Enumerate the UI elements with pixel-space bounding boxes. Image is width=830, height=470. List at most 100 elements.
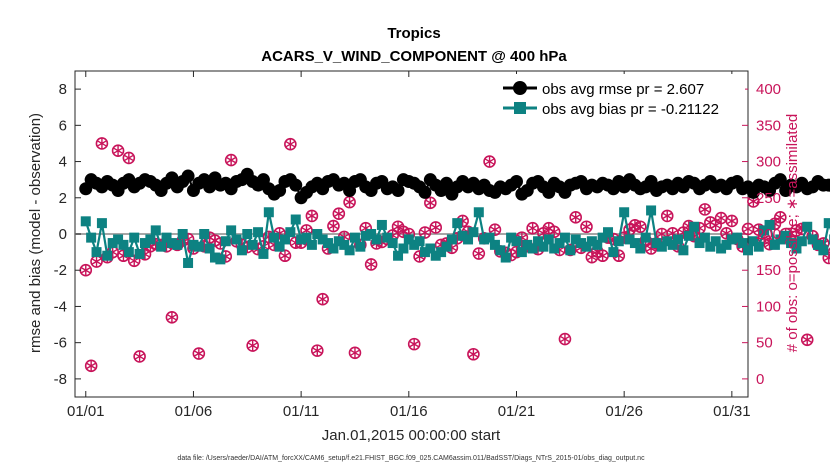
- bias-point: [409, 239, 420, 250]
- bias-point: [360, 230, 371, 241]
- obs-assimilated-marker: [490, 224, 500, 235]
- obs-assimilated-marker: [194, 348, 204, 359]
- bias-point: [489, 239, 500, 250]
- bias-point: [123, 247, 134, 258]
- obs-assimilated-marker: [86, 360, 96, 371]
- obs-assimilated-marker: [431, 222, 441, 233]
- bias-point: [629, 238, 640, 249]
- bias-point: [441, 241, 452, 252]
- obs-assimilated-marker: [775, 212, 785, 223]
- bias-point: [414, 236, 425, 247]
- bias-point: [743, 245, 753, 256]
- legend-rmse-label: obs avg rmse pr = 2.607: [542, 81, 704, 98]
- y-right-axis-label: # of obs: o=possible; ∗=assimilated: [784, 114, 801, 353]
- bias-point: [705, 241, 716, 252]
- bias-point: [193, 241, 204, 252]
- obs-possible-marker: [800, 333, 814, 347]
- obs-assimilated-marker: [824, 252, 830, 263]
- obs-possible-marker: [660, 209, 674, 223]
- obs-assimilated-marker: [366, 259, 376, 270]
- obs-assimilated-marker: [328, 221, 339, 232]
- obs-possible-marker: [720, 226, 733, 240]
- bias-point: [662, 236, 673, 247]
- obs-assimilated-marker: [560, 334, 570, 345]
- obs-assimilated-marker: [393, 221, 403, 232]
- obs-possible-marker: [133, 350, 146, 363]
- x-tick-label: 01/26: [605, 403, 643, 420]
- bias-point: [721, 239, 732, 250]
- bias-point: [134, 248, 145, 259]
- bias-point: [651, 238, 662, 249]
- bias-point: [102, 250, 113, 261]
- bias-point: [312, 229, 323, 239]
- bias-point: [366, 229, 377, 239]
- obs-possible-marker: [278, 249, 292, 263]
- bias-point: [549, 243, 560, 254]
- bias-point: [818, 245, 829, 256]
- x-tick-label: 01/01: [67, 403, 105, 420]
- rmse-point: [773, 173, 787, 187]
- bias-point: [635, 243, 646, 254]
- bias-point: [376, 219, 387, 230]
- y-right-tick-label: 350: [756, 117, 781, 134]
- x-tick-label: 01/31: [713, 403, 751, 420]
- legend-bias-label: obs avg bias pr = -0.21122: [542, 101, 719, 118]
- bias-point: [823, 218, 830, 229]
- obs-possible-marker: [488, 223, 502, 236]
- obs-assimilated-marker: [307, 210, 317, 221]
- bias-point: [323, 238, 334, 249]
- bias-point: [619, 207, 630, 218]
- bias-point: [592, 239, 603, 250]
- bias-point: [613, 236, 624, 247]
- x-axis-label: Jan.01,2015 00:00:00 start: [322, 427, 501, 444]
- bias-point: [732, 232, 743, 243]
- bias-point: [769, 239, 780, 250]
- x-axis-ticks: 01/01 01/06 01/11 01/16 01/21 01/26 01/31: [67, 71, 751, 420]
- bias-point: [581, 241, 592, 252]
- bias-point: [177, 229, 188, 239]
- bias-point: [597, 232, 608, 243]
- y-right-tick-label: 300: [756, 154, 781, 171]
- rmse-point: [509, 174, 523, 188]
- y-right-tick-label: 150: [756, 262, 781, 279]
- bias-point: [113, 234, 124, 245]
- bias-point: [306, 239, 317, 250]
- bias-point: [430, 250, 441, 261]
- x-tick-label: 01/11: [283, 403, 319, 420]
- obs-possible-marker: [698, 203, 712, 216]
- obs-assimilated-marker: [662, 210, 672, 221]
- rmse-point: [418, 185, 432, 199]
- bias-point: [667, 239, 678, 250]
- obs-possible-marker: [332, 207, 346, 221]
- y-axis-ticks: -8 -6 -4 -2 0 2 4 6 8: [54, 81, 81, 388]
- obs-possible-marker: [111, 144, 125, 157]
- bias-point: [586, 236, 597, 247]
- obs-possible-marker: [316, 292, 329, 306]
- bias-point: [393, 250, 404, 261]
- obs-possible-marker: [418, 226, 432, 239]
- bias-point: [699, 232, 710, 243]
- obs-assimilated-marker: [226, 155, 236, 166]
- bias-point: [150, 225, 161, 236]
- bias-point: [436, 247, 447, 258]
- bias-point: [339, 239, 350, 250]
- obs-possible-marker: [407, 337, 421, 351]
- chart-subtitle: ACARS_V_WIND_COMPONENT @ 400 hPa: [261, 48, 567, 65]
- bias-point: [258, 248, 269, 259]
- y-tick-label: -6: [54, 335, 67, 352]
- bias-point: [253, 227, 264, 238]
- bias-point: [236, 245, 247, 256]
- bias-point: [608, 247, 619, 258]
- bias-point: [791, 243, 802, 254]
- rmse-point: [391, 184, 405, 198]
- bias-point: [559, 232, 570, 243]
- obs-assimilated-marker: [716, 213, 726, 224]
- bias-point: [796, 236, 807, 247]
- bias-point: [403, 234, 414, 245]
- obs-assimilated-marker: [425, 197, 436, 208]
- bias-point: [576, 238, 587, 249]
- obs-possible-marker: [364, 258, 378, 271]
- obs-possible-marker: [95, 137, 109, 150]
- bias-point: [527, 243, 538, 254]
- obs-assimilated-marker: [791, 225, 802, 236]
